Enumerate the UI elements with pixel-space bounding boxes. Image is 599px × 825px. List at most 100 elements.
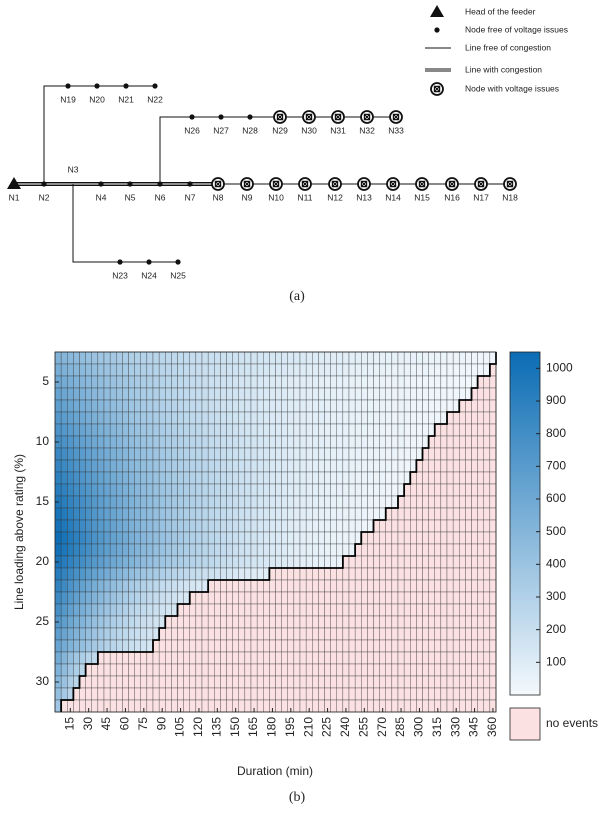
no-event-cell bbox=[214, 615, 221, 629]
no-event-cell bbox=[459, 399, 466, 413]
cell bbox=[226, 471, 233, 485]
voltage-issue-mark bbox=[448, 180, 456, 188]
cell bbox=[256, 531, 264, 545]
no-event-cell bbox=[440, 579, 448, 593]
cell bbox=[109, 411, 117, 425]
no-event-cell bbox=[446, 591, 454, 605]
no-event-cell bbox=[134, 651, 141, 665]
cell bbox=[269, 531, 276, 545]
no-event-cell bbox=[348, 615, 356, 629]
cell bbox=[97, 603, 105, 617]
no-event-cell bbox=[146, 675, 154, 689]
no-event-cell bbox=[312, 579, 319, 593]
no-event-cell bbox=[446, 567, 454, 581]
cell bbox=[177, 459, 184, 473]
no-event-cell bbox=[477, 471, 484, 485]
cell bbox=[410, 387, 417, 401]
cell bbox=[299, 519, 307, 533]
cell bbox=[342, 399, 350, 413]
no-event-cell bbox=[465, 579, 472, 593]
no-event-cell bbox=[397, 579, 405, 593]
no-event-cell bbox=[465, 507, 472, 521]
no-event-cell bbox=[263, 615, 270, 629]
no-event-cell bbox=[403, 507, 411, 521]
no-event-cell bbox=[318, 687, 325, 701]
no-event-cell bbox=[452, 591, 460, 605]
cell bbox=[361, 447, 368, 461]
no-event-cell bbox=[293, 663, 301, 677]
cell bbox=[158, 351, 166, 365]
no-event-cell bbox=[373, 615, 380, 629]
cell bbox=[354, 531, 362, 545]
cell bbox=[318, 471, 325, 485]
no-event-cell bbox=[434, 603, 442, 617]
no-event-cell bbox=[97, 699, 105, 713]
no-event-cell bbox=[477, 375, 484, 389]
cell bbox=[263, 411, 270, 425]
cell bbox=[183, 435, 190, 449]
cell bbox=[324, 411, 331, 425]
no-event-cell bbox=[232, 603, 239, 617]
no-event-cell bbox=[428, 663, 435, 677]
cell bbox=[452, 351, 460, 365]
no-event-cell bbox=[342, 591, 350, 605]
no-event-cell bbox=[440, 435, 448, 449]
cell bbox=[256, 555, 264, 569]
no-event-cell bbox=[428, 651, 435, 665]
no-event-cell bbox=[422, 579, 429, 593]
no-event-cell bbox=[459, 471, 466, 485]
cell bbox=[109, 639, 117, 653]
cell bbox=[73, 531, 80, 545]
no-event-cell bbox=[91, 675, 99, 689]
cell bbox=[391, 375, 399, 389]
cell bbox=[54, 591, 62, 605]
cell bbox=[73, 447, 80, 461]
cell bbox=[195, 459, 203, 473]
cell bbox=[293, 471, 301, 485]
cell bbox=[336, 435, 344, 449]
cell bbox=[428, 399, 435, 413]
no-event-cell bbox=[471, 531, 478, 545]
no-event-cell bbox=[275, 615, 282, 629]
cell bbox=[281, 483, 288, 497]
cell bbox=[122, 639, 129, 653]
cell bbox=[158, 555, 166, 569]
cell bbox=[385, 387, 393, 401]
cell bbox=[140, 639, 148, 653]
no-event-cell bbox=[342, 615, 350, 629]
cell bbox=[128, 363, 135, 377]
cell bbox=[422, 387, 429, 401]
no-event-cell bbox=[452, 423, 460, 437]
x-tick-label: 60 bbox=[118, 717, 132, 731]
cell bbox=[79, 351, 86, 365]
cell bbox=[385, 375, 393, 389]
cell bbox=[275, 507, 282, 521]
cell bbox=[256, 411, 264, 425]
cell bbox=[189, 435, 197, 449]
cell bbox=[226, 375, 233, 389]
cell bbox=[122, 375, 129, 389]
no-event-cell bbox=[336, 639, 344, 653]
no-event-cell bbox=[483, 567, 491, 581]
no-event-cell bbox=[336, 699, 344, 713]
cell bbox=[67, 363, 74, 377]
cell bbox=[158, 495, 166, 509]
cell bbox=[452, 375, 460, 389]
cell bbox=[85, 399, 92, 413]
cell bbox=[128, 471, 135, 485]
cell bbox=[97, 351, 105, 365]
cell bbox=[207, 495, 215, 509]
no-event-cell bbox=[336, 591, 344, 605]
cell bbox=[73, 471, 80, 485]
cell bbox=[226, 387, 233, 401]
no-event-cell bbox=[232, 615, 239, 629]
cell bbox=[134, 627, 141, 641]
cell bbox=[134, 471, 141, 485]
cell bbox=[116, 567, 123, 581]
no-event-cell bbox=[465, 663, 472, 677]
cell bbox=[226, 411, 233, 425]
no-event-cell bbox=[489, 387, 497, 401]
cell bbox=[287, 483, 295, 497]
cell bbox=[103, 459, 111, 473]
cell bbox=[201, 423, 209, 437]
